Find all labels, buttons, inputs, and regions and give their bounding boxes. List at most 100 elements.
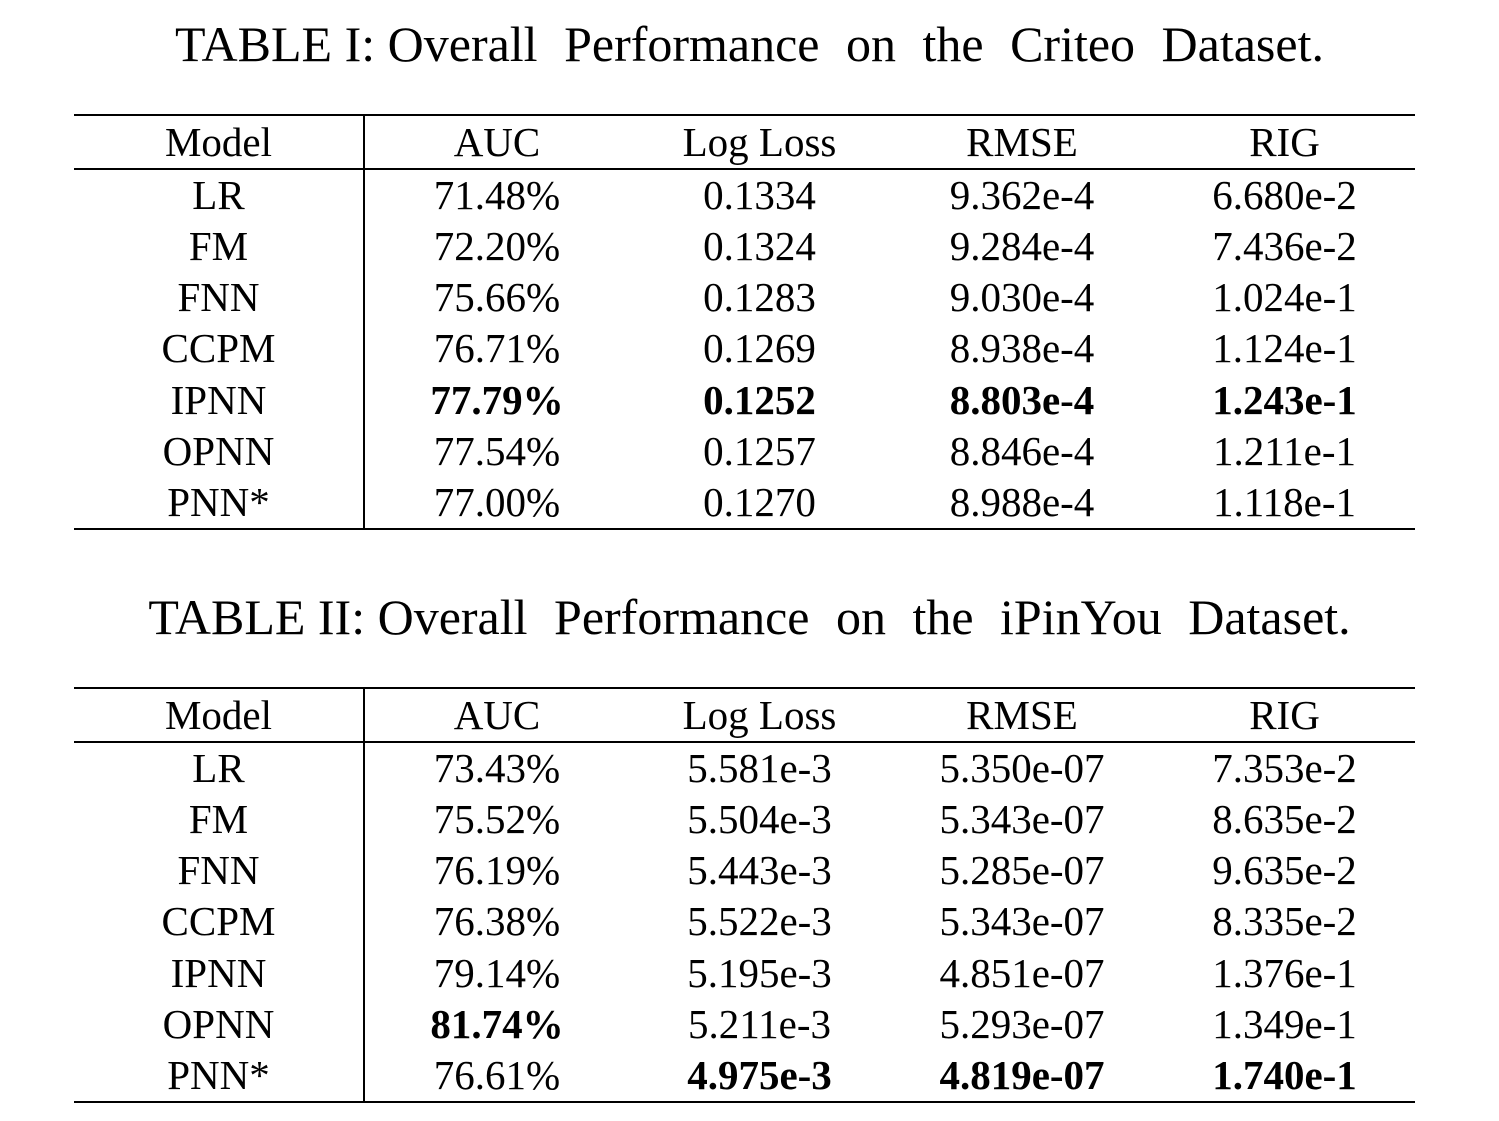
cell-model: FM xyxy=(74,220,365,272)
table-row: PNN* 77.00% 0.1270 8.988e-4 1.118e-1 xyxy=(74,477,1415,529)
table-row: FNN 75.66% 0.1283 9.030e-4 1.024e-1 xyxy=(74,271,1415,324)
cell-auc: 76.71% xyxy=(433,325,561,372)
cell-auc: 75.52% xyxy=(433,795,561,842)
cell-rig: 8.635e-2 xyxy=(1212,795,1357,842)
cell-model: CCPM xyxy=(74,896,365,948)
cell-model: PNN* xyxy=(74,1050,365,1102)
header-rmse: RMSE xyxy=(966,691,1078,738)
cell-auc: 71.48% xyxy=(433,171,561,218)
header-auc: AUC xyxy=(453,691,541,738)
cell-rmse: 5.285e-07 xyxy=(939,846,1105,893)
cell-auc: 77.79% xyxy=(430,376,564,423)
cell-rmse: 9.030e-4 xyxy=(949,273,1095,320)
header-rig: RIG xyxy=(1249,691,1320,738)
table-2-caption-text: Overall Performance on the iPinYou Datas… xyxy=(377,589,1351,645)
cell-model: OPNN xyxy=(74,998,365,1051)
cell-log-loss: 0.1334 xyxy=(703,171,816,218)
cell-auc: 76.38% xyxy=(433,898,561,945)
cell-rig: 1.024e-1 xyxy=(1212,273,1357,320)
cell-log-loss: 0.1269 xyxy=(703,325,816,372)
cell-rmse: 5.350e-07 xyxy=(939,744,1105,791)
cell-rmse: 8.803e-4 xyxy=(949,376,1095,423)
cell-model: LR xyxy=(74,742,365,794)
cell-auc: 77.54% xyxy=(433,428,561,475)
cell-rig: 1.243e-1 xyxy=(1212,376,1357,423)
cell-auc: 76.61% xyxy=(433,1052,561,1099)
table-row: OPNN 81.74% 5.211e-3 5.293e-07 1.349e-1 xyxy=(74,998,1415,1051)
cell-rig: 1.211e-1 xyxy=(1212,428,1357,475)
cell-model: FNN xyxy=(74,844,365,897)
cell-rig: 1.349e-1 xyxy=(1212,1001,1357,1048)
cell-log-loss: 5.211e-3 xyxy=(687,1001,832,1048)
cell-log-loss: 4.975e-3 xyxy=(687,1052,832,1099)
cell-model: LR xyxy=(74,169,365,221)
header-rmse: RMSE xyxy=(966,118,1078,165)
cell-rig: 1.124e-1 xyxy=(1212,325,1357,372)
cell-rig: 1.740e-1 xyxy=(1212,1052,1357,1099)
cell-model: IPNN xyxy=(74,947,365,999)
cell-rig: 1.376e-1 xyxy=(1212,949,1357,996)
cell-log-loss: 5.522e-3 xyxy=(687,898,832,945)
table-row: IPNN 79.14% 5.195e-3 4.851e-07 1.376e-1 xyxy=(74,947,1415,999)
cell-rig: 9.635e-2 xyxy=(1212,846,1357,893)
table-header-row: Model AUC Log Loss RMSE RIG xyxy=(74,115,1415,169)
header-model: Model xyxy=(74,115,365,169)
cell-auc: 72.20% xyxy=(433,222,561,269)
cell-rig: 6.680e-2 xyxy=(1212,171,1357,218)
ipinyou-results-table: Model AUC Log Loss RMSE RIG LR 73.43% 5.… xyxy=(74,687,1415,1103)
cell-rmse: 4.819e-07 xyxy=(939,1052,1105,1099)
table-row: LR 71.48% 0.1334 9.362e-4 6.680e-2 xyxy=(74,169,1415,221)
cell-model: FNN xyxy=(74,271,365,324)
cell-log-loss: 0.1324 xyxy=(703,222,816,269)
table-row: IPNN 77.79% 0.1252 8.803e-4 1.243e-1 xyxy=(74,374,1415,426)
cell-log-loss: 0.1283 xyxy=(703,273,816,320)
header-auc: AUC xyxy=(453,118,541,165)
cell-model: IPNN xyxy=(74,374,365,426)
header-model: Model xyxy=(74,688,365,742)
cell-model: FM xyxy=(74,793,365,845)
cell-auc: 79.14% xyxy=(433,949,561,996)
cell-rmse: 5.293e-07 xyxy=(939,1001,1105,1048)
cell-rmse: 5.343e-07 xyxy=(939,898,1105,945)
cell-log-loss: 0.1270 xyxy=(703,479,816,526)
header-log-loss: Log Loss xyxy=(682,118,837,165)
cell-rmse: 8.846e-4 xyxy=(949,428,1095,475)
cell-log-loss: 0.1257 xyxy=(703,428,816,475)
table-row: OPNN 77.54% 0.1257 8.846e-4 1.211e-1 xyxy=(74,425,1415,478)
table-row: FNN 76.19% 5.443e-3 5.285e-07 9.635e-2 xyxy=(74,844,1415,897)
cell-log-loss: 5.581e-3 xyxy=(687,744,832,791)
cell-log-loss: 5.195e-3 xyxy=(687,949,832,996)
cell-auc: 75.66% xyxy=(433,273,561,320)
table-row: CCPM 76.71% 0.1269 8.938e-4 1.124e-1 xyxy=(74,323,1415,375)
cell-rig: 1.118e-1 xyxy=(1212,479,1357,526)
cell-rmse: 4.851e-07 xyxy=(939,949,1105,996)
table-row: FM 75.52% 5.504e-3 5.343e-07 8.635e-2 xyxy=(74,793,1415,845)
table-2-caption: TABLE II: Overall Performance on the iPi… xyxy=(0,587,1499,647)
cell-rig: 7.353e-2 xyxy=(1212,744,1357,791)
cell-model: OPNN xyxy=(74,425,365,478)
cell-log-loss: 5.504e-3 xyxy=(687,795,832,842)
table-1-caption: TABLE I: Overall Performance on the Crit… xyxy=(0,14,1499,74)
cell-rmse: 8.988e-4 xyxy=(949,479,1095,526)
table-row: PNN* 76.61% 4.975e-3 4.819e-07 1.740e-1 xyxy=(74,1050,1415,1102)
cell-rmse: 8.938e-4 xyxy=(949,325,1095,372)
table-2-caption-label: TABLE II: xyxy=(148,589,366,645)
cell-rig: 8.335e-2 xyxy=(1212,898,1357,945)
cell-rmse: 9.284e-4 xyxy=(949,222,1095,269)
criteo-results-table: Model AUC Log Loss RMSE RIG LR 71.48% 0.… xyxy=(74,114,1415,530)
table-1-caption-text: Overall Performance on the Criteo Datase… xyxy=(387,16,1324,72)
cell-model: PNN* xyxy=(74,477,365,529)
table-1-caption-label: TABLE I: xyxy=(175,16,376,72)
cell-model: CCPM xyxy=(74,323,365,375)
cell-rmse: 9.362e-4 xyxy=(949,171,1095,218)
cell-log-loss: 0.1252 xyxy=(703,376,816,423)
cell-auc: 77.00% xyxy=(433,479,561,526)
table-row: CCPM 76.38% 5.522e-3 5.343e-07 8.335e-2 xyxy=(74,896,1415,948)
cell-auc: 81.74% xyxy=(430,1001,564,1048)
table-row: LR 73.43% 5.581e-3 5.350e-07 7.353e-2 xyxy=(74,742,1415,794)
table-row: FM 72.20% 0.1324 9.284e-4 7.436e-2 xyxy=(74,220,1415,272)
cell-log-loss: 5.443e-3 xyxy=(687,846,832,893)
cell-rig: 7.436e-2 xyxy=(1212,222,1357,269)
cell-auc: 76.19% xyxy=(433,846,561,893)
cell-auc: 73.43% xyxy=(433,744,561,791)
